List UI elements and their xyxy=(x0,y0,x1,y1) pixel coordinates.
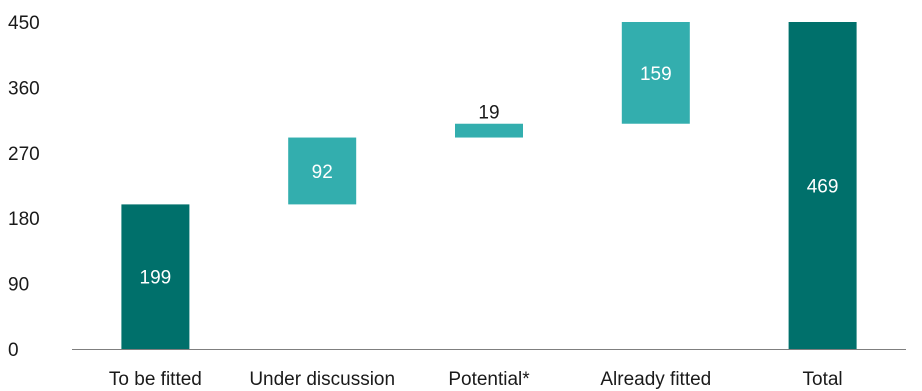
y-tick-label: 90 xyxy=(8,275,29,296)
data-labels: 199 92 19 159 469 xyxy=(140,64,839,289)
y-tick-label: 180 xyxy=(8,209,40,230)
x-axis-category-labels: To be fitted Under discussion Potential* Al… xyxy=(109,369,843,390)
x-category-label: Already fitted xyxy=(600,369,711,390)
data-label: 92 xyxy=(312,162,333,183)
y-tick-label: 450 xyxy=(8,13,40,34)
bar-potential xyxy=(455,123,523,138)
y-axis-tick-labels: 0 90 180 270 360 450 xyxy=(8,13,40,361)
x-category-label: Total xyxy=(803,369,843,390)
x-category-label: Under discussion xyxy=(249,369,395,390)
x-category-label: To be fitted xyxy=(109,369,202,390)
bar-to-be-fitted xyxy=(121,204,190,349)
data-label: 159 xyxy=(640,64,672,85)
bar-total xyxy=(788,22,857,349)
bars xyxy=(121,22,857,349)
bar-already-fitted xyxy=(621,22,690,124)
data-label: 19 xyxy=(478,103,499,124)
data-label: 469 xyxy=(807,177,839,198)
y-tick-label: 360 xyxy=(8,78,40,99)
y-tick-label: 0 xyxy=(8,340,19,361)
x-category-label: Potential* xyxy=(448,369,530,390)
data-label: 199 xyxy=(140,268,172,289)
y-tick-label: 270 xyxy=(8,144,40,165)
bar-under-discussion xyxy=(288,137,357,205)
